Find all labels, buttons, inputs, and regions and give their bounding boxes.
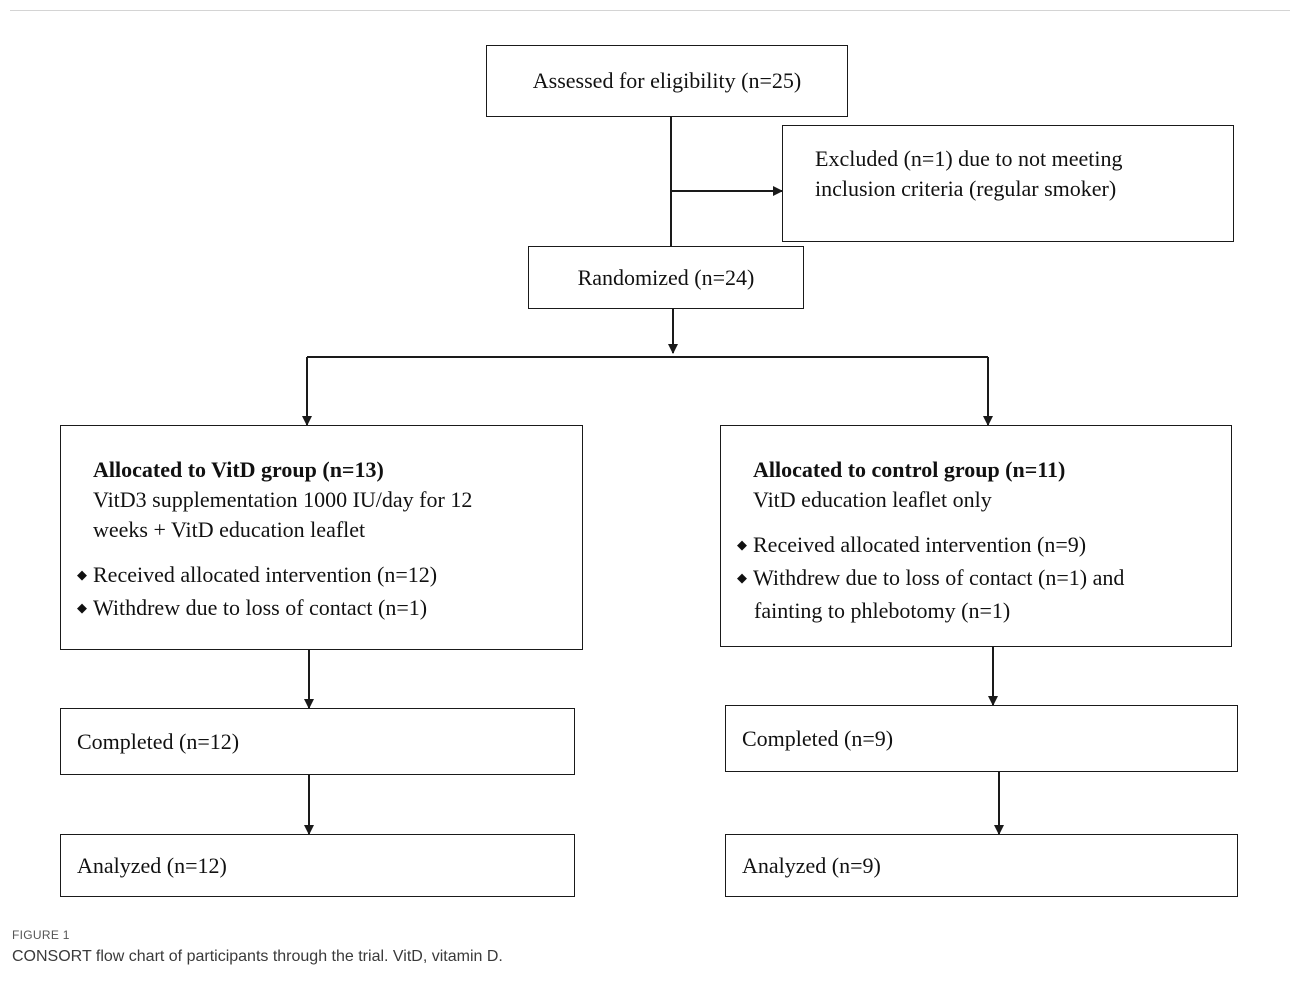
vitd-group-title: Allocated to VitD group (n=13) <box>93 457 384 482</box>
randomized-text: Randomized (n=24) <box>577 264 755 290</box>
analyzed-left-text: Analyzed (n=12) <box>77 852 227 878</box>
analyzed-right-box: Analyzed (n=9) <box>725 834 1238 897</box>
excluded-box: Excluded (n=1) due to not meeting inclus… <box>782 125 1234 242</box>
diamond-bullet-icon: ◆ <box>737 537 747 552</box>
control-bullet2-text-line2: fainting to phlebotomy (n=1) <box>754 598 1011 623</box>
vitd-bullet1-text: Received allocated intervention (n=12) <box>93 562 438 587</box>
excluded-text-line1: Excluded (n=1) due to not meeting <box>815 146 1123 171</box>
figure-label: FIGURE 1 <box>12 928 70 942</box>
vitd-group-desc-line2: weeks + VitD education leaflet <box>93 517 366 542</box>
vitd-group-desc-line1: VitD3 supplementation 1000 IU/day for 12 <box>93 487 473 512</box>
diamond-bullet-icon: ◆ <box>737 570 747 585</box>
diamond-bullet-icon: ◆ <box>77 600 87 615</box>
vitd-bullet2-text: Withdrew due to loss of contact (n=1) <box>93 595 428 620</box>
figure-caption: CONSORT flow chart of participants throu… <box>12 948 503 965</box>
diamond-bullet-icon: ◆ <box>77 567 87 582</box>
control-group-box: Allocated to control group (n=11) VitD e… <box>720 425 1232 647</box>
control-group-bullet-withdrew: ◆ Withdrew due to loss of contact (n=1) a… <box>737 563 1231 596</box>
assessed-box: Assessed for eligibility (n=25) <box>486 45 848 117</box>
control-group-bullet-received: ◆ Received allocated intervention (n=9) <box>737 530 1231 563</box>
control-bullet1-text: Received allocated intervention (n=9) <box>753 532 1087 557</box>
analyzed-right-text: Analyzed (n=9) <box>742 852 881 878</box>
completed-left-text: Completed (n=12) <box>77 728 240 754</box>
excluded-text-line2: inclusion criteria (regular smoker) <box>815 176 1117 201</box>
control-bullet2-text-line1: Withdrew due to loss of contact (n=1) an… <box>753 565 1125 590</box>
assessed-text: Assessed for eligibility (n=25) <box>532 68 802 93</box>
completed-right-text: Completed (n=9) <box>742 725 894 751</box>
vitd-group-bullet-received: ◆ Received allocated intervention (n=12) <box>77 560 582 593</box>
top-divider <box>10 10 1290 11</box>
randomized-box: Randomized (n=24) <box>528 246 804 309</box>
control-group-title: Allocated to control group (n=11) <box>753 457 1066 482</box>
control-group-desc-line1: VitD education leaflet only <box>753 487 992 512</box>
analyzed-left-box: Analyzed (n=12) <box>60 834 575 897</box>
vitd-group-bullet-withdrew: ◆ Withdrew due to loss of contact (n=1) <box>77 593 582 626</box>
completed-left-box: Completed (n=12) <box>60 708 575 775</box>
vitd-group-box: Allocated to VitD group (n=13) VitD3 sup… <box>60 425 583 650</box>
completed-right-box: Completed (n=9) <box>725 705 1238 772</box>
